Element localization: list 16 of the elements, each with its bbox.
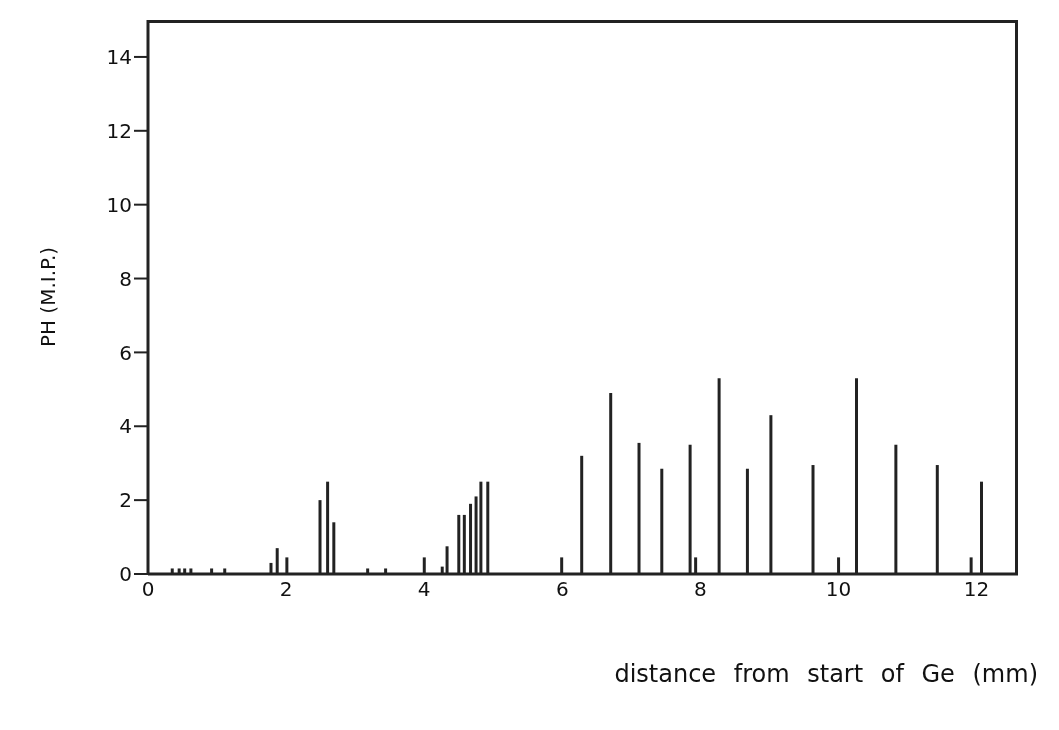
x-tick-label: 10 xyxy=(825,577,852,602)
x-tick-label: 12 xyxy=(963,577,990,602)
y-tick-label: 2 xyxy=(119,488,132,513)
x-tick-label: 6 xyxy=(555,577,569,602)
y-tick-label: 12 xyxy=(106,118,132,143)
x-axis-title: distance from start of Ge (mm) xyxy=(614,660,1038,688)
x-tick-label: 0 xyxy=(141,577,155,602)
y-axis-title: PH (M.I.P.) xyxy=(36,246,60,348)
y-tick-label: 6 xyxy=(119,340,132,365)
x-tick-label: 4 xyxy=(417,577,431,602)
y-tick-label: 4 xyxy=(119,414,132,439)
y-tick-label: 10 xyxy=(106,192,132,217)
x-tick-label: 8 xyxy=(694,577,707,602)
y-tick-label: 14 xyxy=(106,45,132,70)
y-tick-label: 8 xyxy=(119,266,132,291)
x-tick-label: 2 xyxy=(279,577,293,602)
